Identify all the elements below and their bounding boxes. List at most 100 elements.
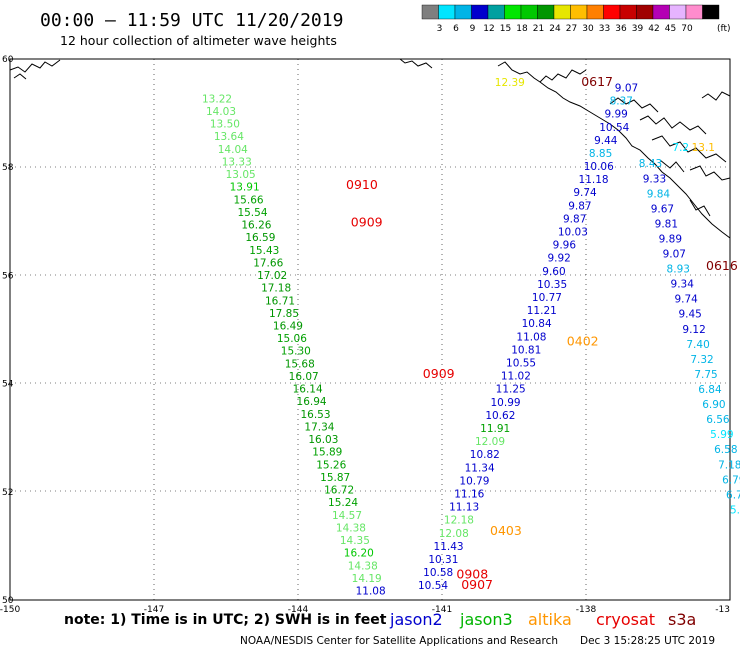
legend-tick-label: 36 <box>615 24 627 34</box>
wave-height-value: 8.43 <box>639 158 662 170</box>
legend-swatch <box>520 4 538 20</box>
wave-height-value: 10.31 <box>428 554 458 566</box>
lat-tick-label: 54 <box>2 380 14 390</box>
wave-height-value: 14.57 <box>332 510 362 522</box>
footer-timestamp: Dec 3 15:28:25 UTC 2019 <box>580 635 715 647</box>
wave-height-value: 9.99 <box>604 109 627 121</box>
lat-tick-label: 58 <box>2 163 14 173</box>
wave-height-value: 9.67 <box>651 203 674 215</box>
wave-height-value: 16.14 <box>293 384 323 396</box>
wave-height-value: 15.30 <box>281 346 311 358</box>
wave-height-value: 9.60 <box>542 266 565 278</box>
wave-height-value: 11.18 <box>579 174 609 186</box>
wave-height-value: 10.77 <box>532 292 562 304</box>
legend-tick-label: 21 <box>533 24 544 34</box>
legend-tick-label: 42 <box>648 24 659 34</box>
pass-time-label: 0402 <box>567 334 599 349</box>
wave-height-value: 16.72 <box>324 485 354 497</box>
wave-height-value: 16.26 <box>241 220 271 232</box>
wave-height-value: 13.22 <box>202 93 232 105</box>
wave-height-value: 11.08 <box>516 331 546 343</box>
wave-height-value: 13.64 <box>214 131 244 143</box>
wave-height-value: 14.38 <box>348 560 378 572</box>
wave-height-value: 7.32 <box>690 354 713 366</box>
wave-height-value: 15.66 <box>234 194 264 206</box>
wave-height-value: 9.84 <box>647 188 671 200</box>
page-title: 00:00 – 11:59 UTC 11/20/2019 <box>40 10 343 31</box>
lat-lon-grid <box>10 59 730 600</box>
pass-time-label: 0910 <box>346 177 378 192</box>
legend-swatch <box>454 4 472 20</box>
legend-swatch <box>652 4 670 20</box>
lat-tick-label: 60 <box>2 55 14 65</box>
wave-height-value: 16.03 <box>308 434 338 446</box>
legend-tick-label: 70 <box>681 24 693 34</box>
wave-height-value: 11.13 <box>449 502 479 514</box>
wave-height-value: 9.96 <box>553 240 577 252</box>
wave-height-value: 9.12 <box>682 324 705 336</box>
wave-height-value: 11.34 <box>465 462 495 474</box>
satellite-legend-item: jason3 <box>459 610 513 629</box>
wave-height-value: 15.24 <box>328 497 358 509</box>
legend-tick-label: 30 <box>582 24 594 34</box>
legend-swatch <box>669 4 687 20</box>
legend-swatch <box>619 4 637 20</box>
wave-height-value: 11.02 <box>501 371 531 383</box>
legend-tick-label: 12 <box>483 24 494 34</box>
wave-height-value: 9.33 <box>643 173 666 185</box>
legend-tick-label: 18 <box>516 24 528 34</box>
wave-height-value: 10.99 <box>491 397 521 409</box>
wave-height-value: 17.66 <box>253 257 283 269</box>
wave-height-value: 13.33 <box>222 156 252 168</box>
legend-swatch <box>586 4 604 20</box>
wave-height-value: 6.58 <box>714 444 737 456</box>
lat-tick-label: 56 <box>2 271 14 281</box>
legend-tick-label: 15 <box>500 24 511 34</box>
wave-height-value: 12.39 <box>495 77 525 89</box>
wave-height-value: 9.89 <box>659 233 682 245</box>
legend-swatch <box>471 4 489 20</box>
pass-time-label: 0909 <box>423 366 455 381</box>
wave-height-value: 9.07 <box>663 249 686 261</box>
lon-tick-label: -141 <box>432 605 452 615</box>
wave-height-value: 10.54 <box>599 122 629 134</box>
legend-swatch <box>553 4 571 20</box>
legend-swatch <box>421 4 439 20</box>
altimeter-tracks: 13.2214.0313.5013.6414.0413.3313.0513.91… <box>202 82 740 597</box>
map-frame <box>9 58 731 601</box>
wave-height-value: 15.06 <box>277 333 307 345</box>
pass-time-label: 0907 <box>461 577 493 592</box>
wave-height-value: 14.38 <box>336 522 366 534</box>
wave-height-value: 10.35 <box>537 279 567 291</box>
wave-height-value: 15.87 <box>320 472 350 484</box>
lat-tick-label: 52 <box>2 488 13 498</box>
wave-height-value: 13.1 <box>692 142 715 154</box>
wave-height-value: 11.43 <box>434 541 464 553</box>
legend-tick-label: 3 <box>437 24 443 34</box>
wave-height-value: 13.05 <box>226 169 256 181</box>
legend-swatch <box>504 4 522 20</box>
wave-height-value: 6.7 <box>726 489 740 501</box>
wave-height-value: 7.18 <box>718 459 740 471</box>
satellite-legend-item: s3a <box>668 610 696 629</box>
wave-height-value: 12.18 <box>444 515 474 527</box>
wave-height-value: 7.2 <box>672 142 689 154</box>
wave-height-value: 15.54 <box>237 207 267 219</box>
wave-height-value: 6.90 <box>702 399 725 411</box>
wave-height-value: 6.79 <box>722 474 740 486</box>
pass-time-label: 0909 <box>351 215 383 230</box>
lon-tick-label: -147 <box>144 605 164 615</box>
wave-height-value: 15.43 <box>249 245 279 257</box>
wave-height-value: 16.07 <box>289 371 319 383</box>
legend-tick-label: 27 <box>566 24 577 34</box>
wave-height-value: 9.74 <box>573 187 597 199</box>
wave-height-value: 10.55 <box>506 358 536 370</box>
lon-tick-label: -144 <box>288 605 309 615</box>
wave-height-value: 16.53 <box>300 409 330 421</box>
wave-height-value: 16.59 <box>245 232 275 244</box>
wave-height-value: 7.40 <box>686 339 709 351</box>
satellite-legend-item: cryosat <box>596 610 655 629</box>
wave-height-value: 14.35 <box>340 535 370 547</box>
wave-height-value: 9.74 <box>674 294 698 306</box>
